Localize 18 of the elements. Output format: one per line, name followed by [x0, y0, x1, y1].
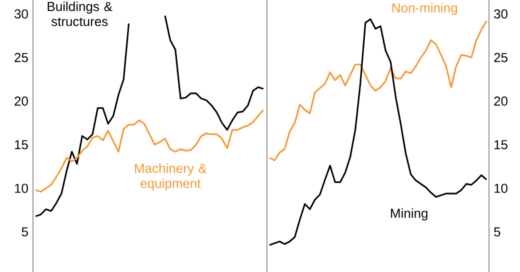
y-tick-label: 25: [494, 52, 508, 62]
line-series: [34, 109, 264, 193]
y-tick-label: 20: [14, 96, 28, 106]
y-tick-label: 10: [14, 184, 28, 193]
series-label: Buildings & structures: [48, 2, 112, 26]
y-tick-label: 15: [14, 140, 28, 150]
series-label: Machinery & equipment: [135, 163, 207, 191]
y-tick-label: 25: [14, 52, 28, 62]
y-tick-label: 5: [494, 227, 500, 236]
y-tick-label: 15: [494, 140, 508, 150]
y-tick-label: 30: [14, 9, 28, 19]
y-tick-label: 30: [494, 9, 508, 19]
series-label: Mining: [390, 208, 428, 220]
y-tick-label: 5: [22, 227, 28, 236]
line-series: [268, 20, 488, 162]
y-tick-label: 10: [494, 184, 508, 193]
text: Non-mining: [392, 2, 458, 16]
y-tick-label: 20: [494, 96, 508, 106]
